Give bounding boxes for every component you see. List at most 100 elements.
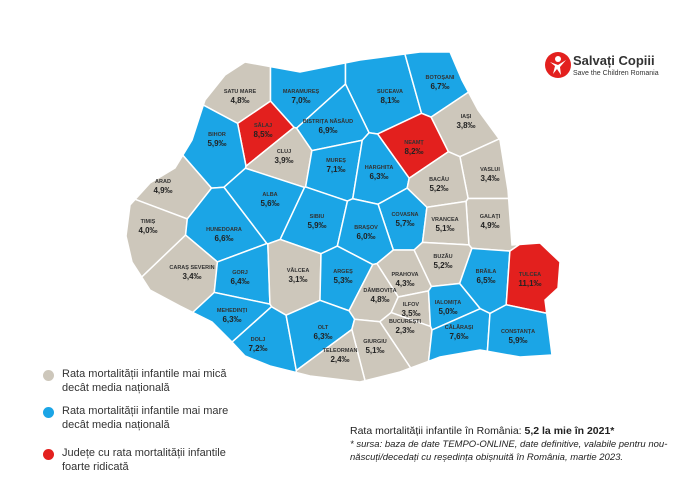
county-name: SUCEAVA — [377, 89, 403, 95]
county-value: 6,4‰ — [230, 277, 249, 286]
county-name: SĂLAJ — [254, 122, 272, 129]
logo-title: Salvați Copiii — [573, 53, 655, 68]
county-name: BISTRIȚA NĂSĂUD — [303, 118, 353, 125]
county-name: VÂLCEA — [287, 267, 310, 274]
county-name: BRAȘOV — [354, 225, 378, 231]
legend-swatch — [43, 370, 54, 381]
legend-swatch — [43, 449, 54, 460]
county-value: 8,2‰ — [404, 147, 423, 156]
county-value: 7,6‰ — [449, 332, 468, 341]
legend-label: Județe cu rata mortalității infantile fo… — [62, 447, 226, 473]
county-name: HUNEDOARA — [206, 227, 242, 233]
logo-subtitle: Save the Children Romania — [573, 70, 659, 77]
note: Rata mortalității infantile în România: … — [350, 425, 690, 464]
county-value: 4,8‰ — [230, 96, 249, 105]
county-value: 5,9‰ — [508, 336, 527, 345]
county — [505, 242, 561, 315]
county-name: MARAMUREȘ — [283, 89, 320, 95]
county-name: CONSTANȚA — [501, 329, 535, 335]
county-value: 7,2‰ — [248, 344, 267, 353]
county-value: 3,1‰ — [288, 275, 307, 284]
county-value: 7,1‰ — [326, 165, 345, 174]
legend-label: Rata mortalității infantile mai mică dec… — [62, 368, 227, 394]
note-highlight: 5,2 la mie în 2021* — [524, 425, 615, 437]
county-value: 6,3‰ — [369, 172, 388, 181]
note-source: * sursa: baza de date TEMPO-ONLINE, date… — [350, 439, 668, 463]
county-value: 6,0‰ — [356, 232, 375, 241]
county-value: 5,0‰ — [438, 307, 457, 316]
county-value: 11,1‰ — [518, 279, 541, 288]
county-value: 6,3‰ — [222, 315, 241, 324]
county-value: 5,3‰ — [333, 276, 352, 285]
county-name: MUREȘ — [326, 158, 346, 164]
county-name: BRĂILA — [476, 268, 497, 275]
county-name: BUZĂU — [433, 253, 452, 260]
county-value: 2,4‰ — [330, 355, 349, 364]
county-value: 4,3‰ — [395, 279, 414, 288]
county — [295, 328, 366, 383]
county-name: ALBA — [262, 192, 277, 198]
county-value: 5,9‰ — [207, 139, 226, 148]
county-name: HARGHITA — [365, 165, 394, 171]
county-value: 5,9‰ — [307, 221, 326, 230]
regions — [125, 51, 561, 383]
county-name: DOLJ — [251, 337, 266, 343]
county-name: COVASNA — [391, 212, 418, 218]
county-name: IAȘI — [461, 114, 472, 120]
legend-label: Rata mortalității infantile mai mare dec… — [62, 405, 229, 431]
county-name: SIBIU — [310, 214, 325, 220]
county-value: 4,9‰ — [153, 186, 172, 195]
county-value: 8,1‰ — [380, 96, 399, 105]
county-value: 6,3‰ — [313, 332, 332, 341]
county-value: 3,5‰ — [401, 309, 420, 318]
county-value: 5,2‰ — [433, 261, 452, 270]
county-value: 6,5‰ — [476, 276, 495, 285]
logo-icon — [545, 52, 571, 78]
county-value: 5,1‰ — [365, 346, 384, 355]
county-value: 6,7‰ — [430, 82, 449, 91]
county — [427, 307, 491, 363]
county-value: 4,9‰ — [480, 221, 499, 230]
county-value: 3,9‰ — [274, 156, 293, 165]
county-name: SATU MARE — [224, 89, 257, 95]
county-value: 5,6‰ — [260, 199, 279, 208]
county-name: VRANCEA — [431, 217, 458, 223]
county-name: TULCEA — [519, 272, 541, 278]
county-name: CLUJ — [277, 149, 291, 155]
county-value: 5,1‰ — [435, 224, 454, 233]
county — [486, 303, 553, 358]
county-value: 5,2‰ — [429, 184, 448, 193]
county-name: CĂLĂRAȘI — [445, 324, 474, 331]
county-name: PRAHOVA — [391, 272, 418, 278]
county-value: 7,0‰ — [291, 96, 310, 105]
county-value: 3,4‰ — [480, 174, 499, 183]
county-name: NEAMȚ — [404, 140, 424, 146]
county-name: BUCUREȘTI — [389, 319, 422, 325]
county-name: GORJ — [232, 270, 248, 276]
county-value: 2,3‰ — [395, 326, 414, 335]
county-name: TIMIȘ — [141, 219, 156, 225]
county-name: DÂMBOVIȚA — [363, 287, 396, 294]
county-value: 6,6‰ — [214, 234, 233, 243]
county-name: ARAD — [155, 179, 171, 185]
county-value: 6,9‰ — [318, 126, 337, 135]
county-name: GALAȚI — [480, 214, 501, 220]
legend-swatch — [43, 407, 54, 418]
county-name: IALOMIȚA — [435, 300, 462, 306]
county-value: 5,7‰ — [395, 219, 414, 228]
county-value: 4,0‰ — [138, 226, 157, 235]
county-name: ILFOV — [403, 302, 420, 308]
county-name: OLT — [318, 325, 329, 331]
county-value: 3,8‰ — [456, 121, 475, 130]
county-name: BIHOR — [208, 132, 226, 138]
note-lead: Rata mortalității infantile în România: — [350, 425, 525, 437]
county-name: VASLUI — [480, 167, 500, 173]
county-name: BOTOȘANI — [426, 75, 455, 81]
labels: SATU MARE4,8‰MARAMUREȘ7,0‰SUCEAVA8,1‰BOT… — [138, 75, 541, 364]
county-name: MEHEDINȚI — [217, 308, 248, 314]
county-value: 4,8‰ — [370, 295, 389, 304]
county-name: ARGEȘ — [333, 269, 353, 275]
county-name: TELEORMAN — [323, 348, 358, 354]
